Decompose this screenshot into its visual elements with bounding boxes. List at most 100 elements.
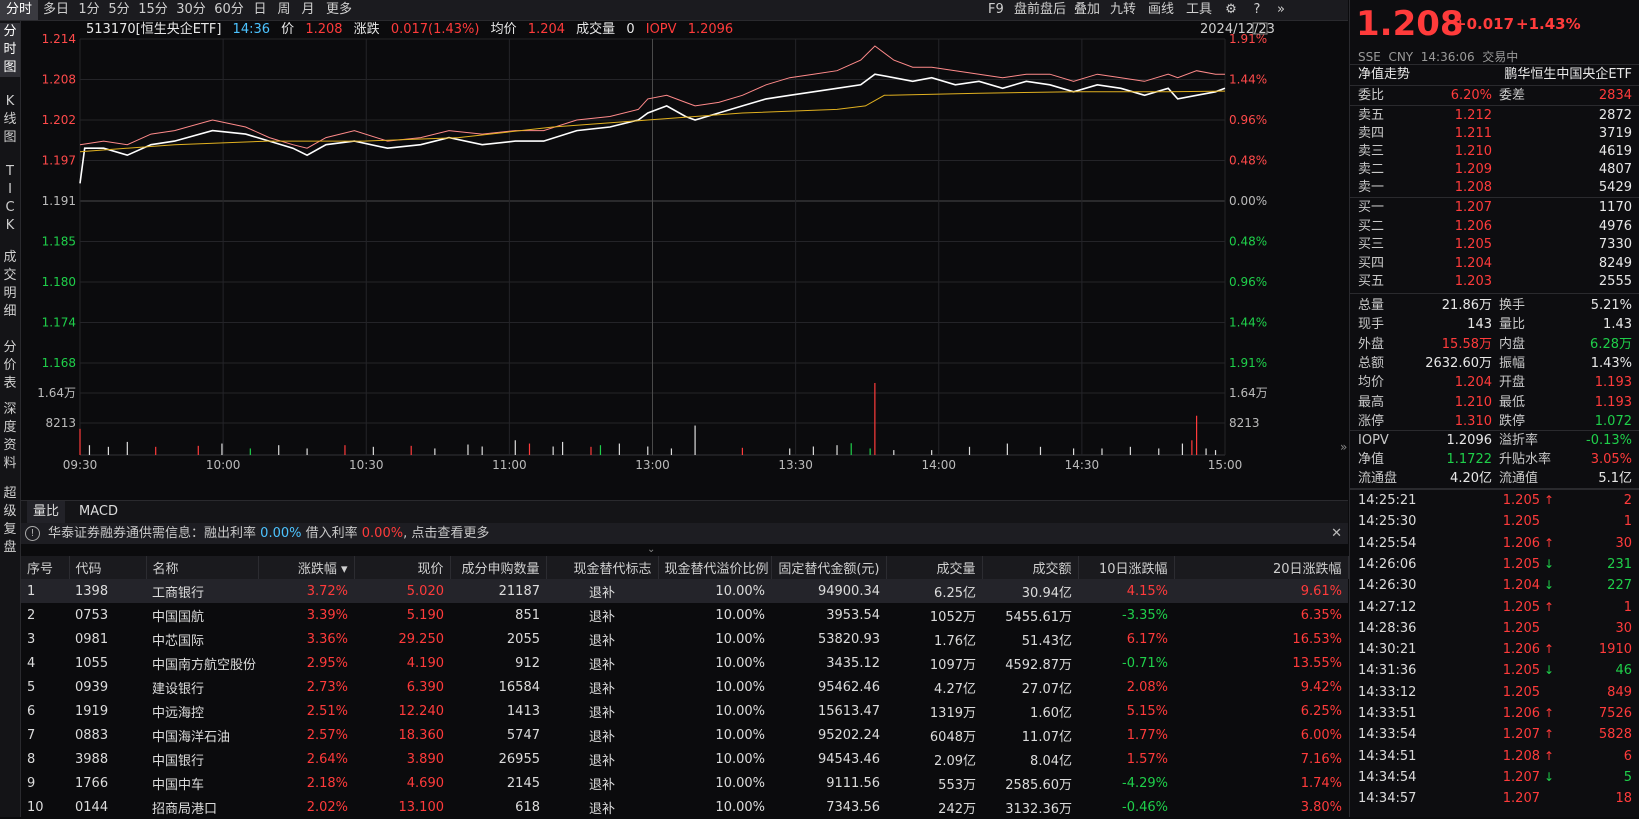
ask-level[interactable]: 卖一 1.208 5429 (1350, 178, 1639, 197)
bid-level[interactable]: 买四 1.204 8249 (1350, 254, 1639, 273)
view-tab[interactable]: 超级复盘 (3, 486, 17, 555)
stat-label: 开盘 (1499, 375, 1526, 391)
tool-button[interactable]: 九转 (1110, 2, 1137, 17)
view-tab[interactable]: 成交明细 (3, 250, 17, 319)
table-cell: 3.39% (306, 607, 348, 623)
table-cell: 10.00% (715, 799, 765, 815)
table-row[interactable]: 7 0883 中国海洋石油 2.57% 18.360 5747 退补 10.00% 95202.… (21, 723, 1348, 747)
help-icon[interactable]: ? (1253, 2, 1261, 17)
x-tick: 09:30 (63, 458, 98, 472)
column-header[interactable]: 序号 (21, 556, 70, 579)
period-tab[interactable]: 更多 (325, 2, 352, 17)
stat-value: 5.1亿 (1598, 471, 1632, 486)
table-row[interactable]: 1 1398 工商银行 3.72% 5.020 21187 退补 10.00% 94900.34… (21, 579, 1348, 603)
gear-icon[interactable]: ⚙ (1225, 2, 1237, 17)
double-chevron-icon[interactable]: » (1277, 2, 1285, 17)
column-header[interactable]: 10日涨跌幅 (1078, 556, 1175, 579)
column-header[interactable]: 涨跌幅 ▾ (258, 556, 355, 579)
period-tab[interactable]: 月 (301, 2, 315, 17)
table-row[interactable]: 10 0144 招商局港口 2.02% 13.100 618 退补 10.00% 7343.56… (21, 795, 1348, 819)
bid-level[interactable]: 买二 1.206 4976 (1350, 217, 1639, 236)
expand-panel-icon[interactable]: » (1340, 440, 1348, 454)
view-tab[interactable]: 分时图 (0, 23, 20, 77)
bid-level[interactable]: 买一 1.207 1170 (1350, 198, 1639, 217)
bid-level[interactable]: 买五 1.203 2555 (1350, 272, 1639, 291)
rate2-value: 0.00% (361, 526, 404, 541)
ask-level[interactable]: 卖四 1.211 3719 (1350, 124, 1639, 143)
view-tab[interactable]: 分价表 (3, 340, 17, 391)
column-header[interactable]: 代码 (69, 556, 147, 579)
chart-settings-icon (1252, 22, 1268, 35)
view-tab[interactable]: 深度资料 (3, 402, 17, 471)
level-price: 1.209 (1454, 162, 1492, 177)
ask-level[interactable]: 卖五 1.212 2872 (1350, 106, 1639, 125)
table-row[interactable]: 3 0981 中芯国际 3.36% 29.250 2055 退补 10.00% 53820.93… (21, 627, 1348, 651)
ask-level[interactable]: 卖三 1.210 4619 (1350, 142, 1639, 161)
y-right-tick: 1.91% (1229, 32, 1267, 46)
table-cell: 2.51% (306, 703, 348, 719)
intraday-chart[interactable]: 1.214 1.91% 1.208 1.44% 1.202 0.96% 1.197 0.48%… (21, 21, 1348, 500)
table-cell: 618 (515, 799, 540, 815)
tool-button[interactable]: 画线 (1148, 2, 1175, 17)
period-tab[interactable]: 日 (253, 2, 267, 17)
table-cell: 10.00% (715, 751, 765, 767)
tool-button[interactable]: 工具 (1186, 2, 1213, 17)
iopv-value: 1.2096 (687, 22, 734, 37)
more-link[interactable]: 点击查看更多 (411, 526, 490, 541)
y-right-tick: 0.00% (1229, 194, 1267, 208)
ask-level[interactable]: 卖二 1.209 4807 (1350, 160, 1639, 179)
column-header[interactable]: 20日涨跌幅 (1174, 556, 1349, 579)
table-row[interactable]: 2 0753 中国国航 3.39% 5.190 851 退补 10.00% 3953.54 105… (21, 603, 1348, 627)
nav-trend-link[interactable]: 净值走势 (1358, 67, 1411, 82)
period-tab[interactable]: 分时 (0, 0, 38, 20)
period-tab[interactable]: 60分 (214, 2, 244, 17)
stat-row: IOPV 1.2096 溢折率 -0.13% (1350, 431, 1639, 450)
vol-tick: 1.64万 (1229, 386, 1268, 400)
tool-button[interactable]: F9 (988, 2, 1004, 17)
column-header[interactable]: 名称 (146, 556, 259, 579)
tool-button[interactable]: 叠加 (1074, 2, 1101, 17)
tick-row: 14:34:54 1.207 ↓ 5 (1350, 768, 1639, 787)
table-row[interactable]: 5 0939 建设银行 2.73% 6.390 16584 退补 10.00% 95462.46… (21, 675, 1348, 699)
series-line (79, 45, 1225, 149)
level-label: 买三 (1358, 237, 1385, 252)
quote-panel: 1.208 +0.017 +1.43% SSE CNY 14:36:06 交易中… (1349, 0, 1639, 817)
notice-bar[interactable]: ! 华泰证券融券通供需信息：融出利率 0.00% 借入利率 0.00%, 点击查… (21, 523, 1348, 544)
table-cell: 851 (515, 607, 540, 623)
close-icon[interactable]: ✕ (1331, 526, 1342, 541)
tick-volume: 5 (1623, 769, 1632, 785)
table-row[interactable]: 9 1766 中国中车 2.18% 4.690 2145 退补 10.00% 9111.56 55… (21, 771, 1348, 795)
stat-label: 升贴水率 (1499, 452, 1552, 467)
period-toolbar: 分时 多日 1分 5分 15分 30分 60分日周月更多 F9 盘前盘后 叠加 九转 画线 工具 ⚙? » (0, 0, 1348, 21)
table-cell: 2 (27, 607, 36, 623)
column-header[interactable]: 成交量 (886, 556, 983, 579)
column-header[interactable]: 现价 (354, 556, 451, 579)
tab-macd[interactable]: MACD (79, 504, 118, 519)
table-row[interactable]: 6 1919 中远海控 2.51% 12.240 1413 退补 10.00% 15613.47… (21, 699, 1348, 723)
period-tab[interactable]: 多日 (42, 2, 69, 17)
table-cell: 6.00% (1300, 727, 1342, 743)
column-header[interactable]: 成分申购数量 (450, 556, 547, 579)
period-tab[interactable]: 30分 (176, 2, 206, 17)
bid-level[interactable]: 买三 1.205 7330 (1350, 235, 1639, 254)
column-header[interactable]: 现金替代溢价比例 (658, 556, 772, 579)
collapse-icon[interactable]: ⌄ (647, 544, 656, 555)
level-volume: 7330 (1598, 237, 1632, 252)
period-tab[interactable]: 15分 (138, 2, 168, 17)
column-header[interactable]: 成交额 (982, 556, 1079, 579)
table-row[interactable]: 8 3988 中国银行 2.64% 3.890 26955 退补 10.00% 94543.46… (21, 747, 1348, 771)
table-row[interactable]: 4 1055 中国南方航空股份 2.95% 4.190 912 退补 10.00% 3435.1… (21, 651, 1348, 675)
table-cell: 553万 (938, 777, 976, 793)
period-tab[interactable]: 1分 (78, 2, 100, 17)
level-label: 卖五 (1358, 108, 1385, 123)
period-tab[interactable]: 5分 (108, 2, 130, 17)
tool-button[interactable]: 盘前盘后 (1014, 2, 1067, 17)
tick-volume: 5828 (1598, 727, 1632, 743)
period-tab[interactable]: 周 (277, 2, 291, 17)
column-header[interactable]: 现金替代标志 (546, 556, 659, 579)
tab-liangbi[interactable]: 量比 (27, 501, 66, 523)
column-header[interactable]: 固定替代金额(元) (771, 556, 887, 579)
stat-value: 1.1722 (1446, 452, 1493, 467)
